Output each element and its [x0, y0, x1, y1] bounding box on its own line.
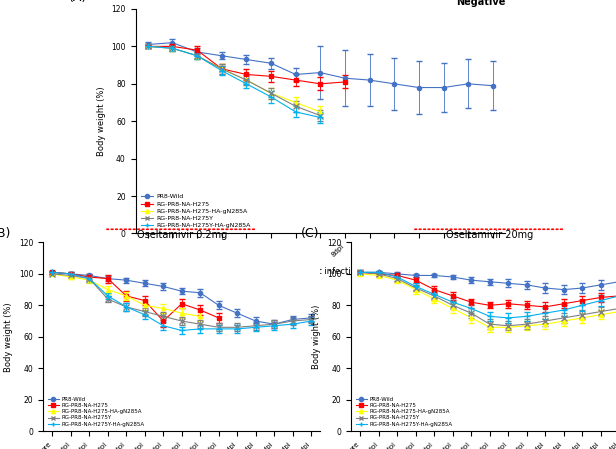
Text: (C): (C)	[301, 227, 320, 240]
Y-axis label: Body wight (%): Body wight (%)	[312, 304, 322, 369]
Text: Negative: Negative	[456, 0, 505, 7]
Text: (B): (B)	[0, 227, 12, 240]
Title: Oseltamivir 20mg: Oseltamivir 20mg	[446, 230, 533, 240]
Legend: PR8-Wild, RG-PR8-NA-H275, RG-PR8-NA-H275-HA-gN285A, RG-PR8-NA-H275Y, RG-PR8-NA-H: PR8-Wild, RG-PR8-NA-H275, RG-PR8-NA-H275…	[354, 396, 454, 428]
Y-axis label: Body weight (%): Body weight (%)	[97, 86, 106, 156]
Legend: PR8-Wild, RG-PR8-NA-H275, RG-PR8-NA-H275-HA-gN285A, RG-PR8-NA-H275Y, RG-PR8-NA-H: PR8-Wild, RG-PR8-NA-H275, RG-PR8-NA-H275…	[46, 396, 146, 428]
Y-axis label: Body weight (%): Body weight (%)	[4, 302, 14, 372]
Text: (A): (A)	[69, 0, 87, 4]
Legend: PR8-Wild, RG-PR8-NA-H275, RG-PR8-NA-H275-HA-gN285A, RG-PR8-NA-H275Y, RG-PR8-NA-H: PR8-Wild, RG-PR8-NA-H275, RG-PR8-NA-H275…	[139, 192, 253, 230]
X-axis label: Days post infection: Days post infection	[280, 267, 361, 276]
Title: Oseltamivir 0.2mg: Oseltamivir 0.2mg	[137, 230, 227, 240]
